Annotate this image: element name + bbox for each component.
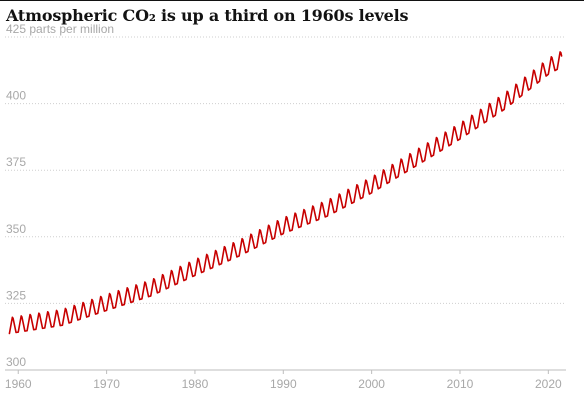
y-tick-label-375: 375 [6,155,26,169]
y-tick-label-350: 350 [6,222,26,236]
top-rule [0,0,584,1]
y-tick-label-325: 325 [6,288,26,302]
x-tick-label-2020: 2020 [535,377,562,391]
y-axis-labels: 300 325 350 375 400 425 parts per million [6,22,114,369]
y-tick-label-300: 300 [6,355,26,369]
x-axis: 1960 1970 1980 1990 2000 2010 2020 [5,369,566,391]
x-tick-label-1990: 1990 [270,377,297,391]
x-tick-label-1960: 1960 [5,377,32,391]
y-tick-label-400: 400 [6,89,26,103]
y-tick-label-425: 425 parts per million [6,22,114,36]
x-tick-label-1980: 1980 [182,377,209,391]
chart-title: Atmospheric CO₂ is up a third on 1960s l… [6,6,409,25]
grid [5,36,566,371]
x-tick-label-1970: 1970 [93,377,120,391]
x-tick-label-2010: 2010 [447,377,474,391]
x-tick-label-2000: 2000 [358,377,385,391]
series-line-0 [8,51,563,335]
series-layer [8,51,563,335]
y-unit-label: parts per million [26,22,114,36]
